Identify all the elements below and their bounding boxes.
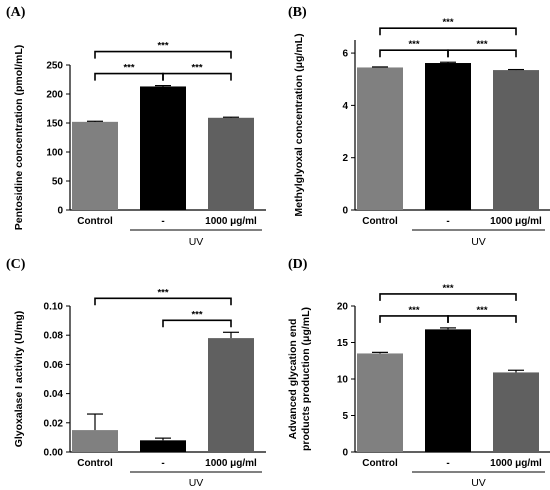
- y-tick-label: 0.00: [44, 448, 64, 459]
- bar: [357, 353, 403, 452]
- y-tick-label: 4: [342, 101, 348, 112]
- category-label: -: [161, 216, 164, 227]
- y-axis-label: Pentosidine concentration (pmol/mL): [13, 45, 25, 231]
- y-tick-label: 0.06: [44, 360, 64, 371]
- category-label: Control: [77, 216, 113, 227]
- group-label: UV: [471, 236, 486, 248]
- category-label: 1000 μg/ml: [205, 458, 257, 469]
- bar: [140, 86, 186, 210]
- significance-label: ***: [191, 309, 202, 320]
- group-label: UV: [471, 477, 486, 489]
- significance-bracket: [94, 72, 164, 81]
- significance-bracket: [162, 72, 232, 81]
- category-label: -: [446, 216, 449, 227]
- significance-bracket: [162, 319, 232, 328]
- chart-panel: (C) Glyoxalase I activity (U/mg) 0.00 0.02 0…: [6, 257, 266, 489]
- bar: [357, 67, 403, 210]
- y-tick-label: 0.02: [44, 418, 64, 429]
- significance-bracket: [379, 315, 449, 323]
- y-tick-label: 0.08: [44, 331, 64, 342]
- bar: [425, 329, 471, 452]
- y-tick-label: 6: [342, 49, 348, 60]
- y-axis-label: products production (μg/mL): [300, 307, 312, 451]
- y-tick-label: 0.04: [44, 389, 64, 400]
- y-tick-label: 5: [342, 411, 348, 422]
- significance-label: ***: [408, 305, 419, 316]
- significance-bracket: [379, 49, 449, 58]
- significance-bracket: [447, 315, 517, 323]
- category-label: -: [446, 458, 449, 469]
- y-axis-label: Glyoxalase I activity (U/mg): [13, 311, 25, 448]
- bar: [208, 117, 254, 210]
- significance-label: ***: [408, 39, 419, 50]
- category-label: Control: [362, 458, 398, 469]
- chart-panel: (B) Methylglyoxal concentration (μg/mL) 0 2…: [288, 5, 550, 248]
- significance-bracket: [447, 49, 517, 58]
- bar: [72, 121, 118, 210]
- category-label: 1000 μg/ml: [205, 216, 257, 227]
- category-label: Control: [77, 458, 113, 469]
- significance-label: ***: [157, 287, 168, 298]
- y-tick-label: 100: [46, 148, 63, 159]
- chart-panel: (A) Pentosidine concentration (pmol/mL) 0 5…: [6, 5, 266, 248]
- y-axis-label: Advanced glycation end: [287, 319, 299, 440]
- significance-label: ***: [123, 63, 134, 74]
- significance-label: ***: [157, 41, 168, 52]
- significance-label: ***: [191, 63, 202, 74]
- panel-label: (D): [288, 257, 308, 272]
- bar: [72, 430, 118, 452]
- chart-panel: (D) Advanced glycation end products produc…: [287, 257, 550, 489]
- group-label: UV: [189, 236, 204, 248]
- y-tick-label: 0.10: [44, 302, 64, 313]
- y-tick-label: 0: [57, 206, 63, 217]
- group-label: UV: [189, 477, 204, 489]
- significance-bracket: [379, 293, 517, 301]
- significance-label: ***: [476, 305, 487, 316]
- significance-label: ***: [476, 39, 487, 50]
- y-tick-label: 250: [46, 61, 63, 72]
- bar: [493, 372, 539, 452]
- significance-label: ***: [442, 17, 453, 28]
- panel-label: (A): [6, 5, 26, 20]
- y-tick-label: 50: [52, 177, 64, 188]
- panel-label: (B): [288, 5, 307, 20]
- category-label: Control: [362, 216, 398, 227]
- category-label: 1000 μg/ml: [490, 216, 542, 227]
- bar: [208, 338, 254, 452]
- y-tick-label: 20: [337, 302, 349, 313]
- y-tick-label: 0: [342, 448, 348, 459]
- category-label: 1000 μg/ml: [490, 458, 542, 469]
- y-tick-label: 2: [342, 153, 348, 164]
- significance-bracket: [94, 297, 232, 306]
- y-tick-label: 10: [337, 375, 349, 386]
- significance-bracket: [94, 50, 232, 59]
- significance-label: ***: [442, 283, 453, 294]
- bar: [425, 63, 471, 211]
- significance-bracket: [379, 27, 517, 36]
- bar: [493, 70, 539, 210]
- category-label: -: [161, 458, 164, 469]
- bar: [140, 440, 186, 452]
- panel-label: (C): [6, 257, 26, 272]
- y-tick-label: 200: [46, 90, 63, 101]
- y-tick-label: 0: [342, 206, 348, 217]
- y-axis-label: Methylglyoxal concentration (μg/mL): [293, 33, 305, 216]
- y-tick-label: 15: [337, 338, 349, 349]
- y-tick-label: 150: [46, 119, 63, 130]
